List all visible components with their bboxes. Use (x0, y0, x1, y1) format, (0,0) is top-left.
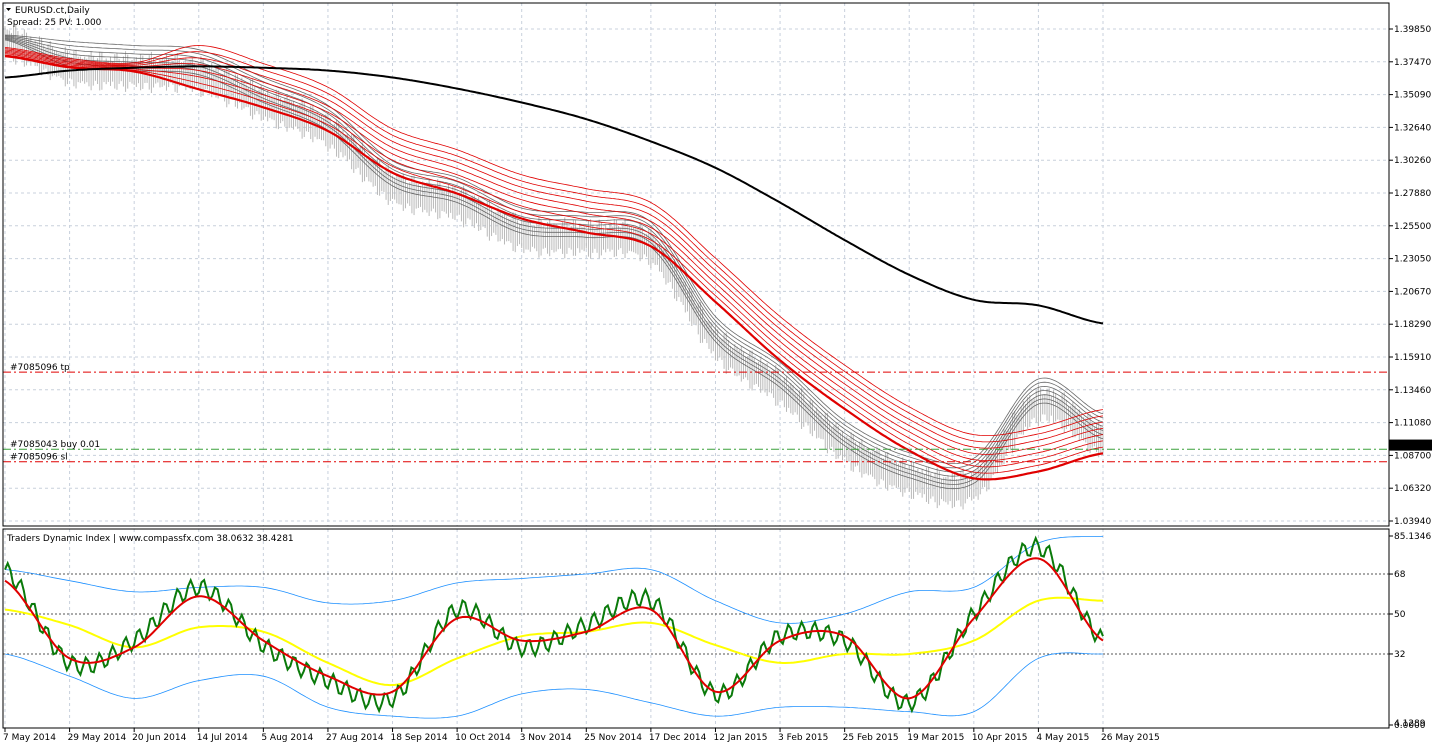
time-tick-label: 20 Jun 2014 (132, 733, 186, 743)
time-tick-label: 3 Nov 2014 (520, 733, 572, 743)
stop-loss-label: #7085096 sl (10, 453, 68, 463)
price-panel[interactable]: #7085096 tp #7085043 buy 0.01 #7085096 s… (2, 2, 1390, 527)
red-ma-line (4, 55, 1104, 481)
chart-menu-icon[interactable] (6, 8, 11, 11)
time-tick-label: 3 Feb 2015 (778, 733, 828, 743)
time-tick-label: 27 Aug 2014 (326, 733, 384, 743)
price-tick-label: 1.06320 (1394, 484, 1431, 494)
red-ma-ribbon (4, 45, 1104, 481)
tdi-trade-signal-line (4, 557, 1104, 700)
gray-ma-line (4, 39, 1104, 490)
red-ma-line (4, 48, 1104, 443)
indicator-tick-label: 85.1346 (1394, 532, 1431, 542)
symbol-title: EURUSD.ct,Daily (15, 6, 90, 16)
price-tick-label: 1.18290 (1394, 320, 1431, 330)
time-axis[interactable]: 7 May 2014 29 May 2014 20 Jun 2014 14 Jul 2… (3, 728, 1160, 743)
time-tick-label: 25 Feb 2015 (843, 733, 899, 743)
buy-entry-label: #7085043 buy 0.01 (10, 440, 100, 450)
indicator-panel[interactable]: Traders Dynamic Index | www.compassfx.co… (2, 528, 1390, 729)
price-tick-label: 1.03940 (1394, 517, 1431, 527)
gray-ma-line (4, 37, 1104, 481)
time-tick-label: 25 Nov 2014 (584, 733, 642, 743)
price-tick-label: 1.32640 (1394, 123, 1431, 133)
red-ma-line (4, 53, 1104, 468)
take-profit-label: #7085096 tp (10, 363, 70, 373)
red-ma-line (4, 54, 1104, 474)
time-tick-label: 4 May 2015 (1036, 733, 1089, 743)
time-tick-label: 10 Oct 2014 (455, 733, 511, 743)
price-tick-label: 1.11080 (1394, 419, 1431, 429)
long-moving-average (4, 65, 1104, 325)
price-tick-label: 1.15910 (1394, 353, 1431, 363)
red-ma-line (4, 50, 1104, 455)
red-ma-line (4, 49, 1104, 449)
price-tick-label: 1.25500 (1394, 222, 1431, 232)
gray-ma-line (4, 38, 1104, 485)
time-tick-label: 10 Apr 2015 (972, 733, 1028, 743)
indicator-levels (3, 573, 1389, 655)
tdi-lower-band (4, 652, 1103, 719)
red-ma-line (4, 52, 1104, 462)
price-tick-label: 1.27880 (1394, 189, 1431, 199)
tdi-rsi-price-line (4, 535, 1104, 714)
indicator-tick-label: 0.0000 (1394, 721, 1426, 731)
red-ma-line (4, 45, 1104, 437)
current-price-marker: 1.09511 (1389, 439, 1432, 452)
time-tick-label: 5 Aug 2014 (261, 733, 313, 743)
time-tick-label: 7 May 2014 (3, 733, 56, 743)
current-price-label: 1.09511 (1391, 442, 1428, 452)
indicator-series (4, 535, 1104, 719)
indicator-panel-frame (2, 528, 1390, 729)
price-tick-label: 1.37470 (1394, 58, 1431, 68)
time-tick-label: 29 May 2014 (68, 733, 127, 743)
price-tick-label: 1.30260 (1394, 156, 1431, 166)
time-tick-label: 19 Mar 2015 (907, 733, 964, 743)
price-tick-label: 1.08700 (1394, 451, 1431, 461)
time-tick-label: 17 Dec 2014 (649, 733, 707, 743)
indicator-tick-label: 32 (1394, 650, 1405, 660)
spread-label: Spread: 25 PV: 1.000 (7, 18, 102, 28)
gray-ma-ribbon (4, 34, 1104, 490)
indicator-min-label: 4.1289 (1394, 719, 1426, 729)
price-tick-label: 1.13460 (1394, 386, 1431, 396)
price-tick-label: 1.39850 (1394, 25, 1431, 35)
price-tick-label: 1.23050 (1394, 255, 1431, 265)
indicator-tick-label: 50 (1394, 610, 1406, 620)
time-tick-label: 12 Jan 2015 (713, 733, 767, 743)
time-tick-label: 14 Jul 2014 (197, 733, 248, 743)
price-panel-frame (2, 2, 1390, 527)
price-tick-label: 1.20670 (1394, 287, 1431, 297)
price-axis[interactable]: 1.39850 1.37470 1.35090 1.32640 1.30260 1.278… (1389, 25, 1431, 527)
indicator-tick-label: 68 (1394, 570, 1406, 580)
price-tick-label: 1.35090 (1394, 91, 1431, 101)
time-tick-label: 18 Sep 2014 (391, 733, 448, 743)
time-tick-label: 26 May 2015 (1101, 733, 1160, 743)
indicator-header: Traders Dynamic Index | www.compassfx.co… (6, 534, 294, 544)
gray-ma-line (4, 37, 1104, 477)
